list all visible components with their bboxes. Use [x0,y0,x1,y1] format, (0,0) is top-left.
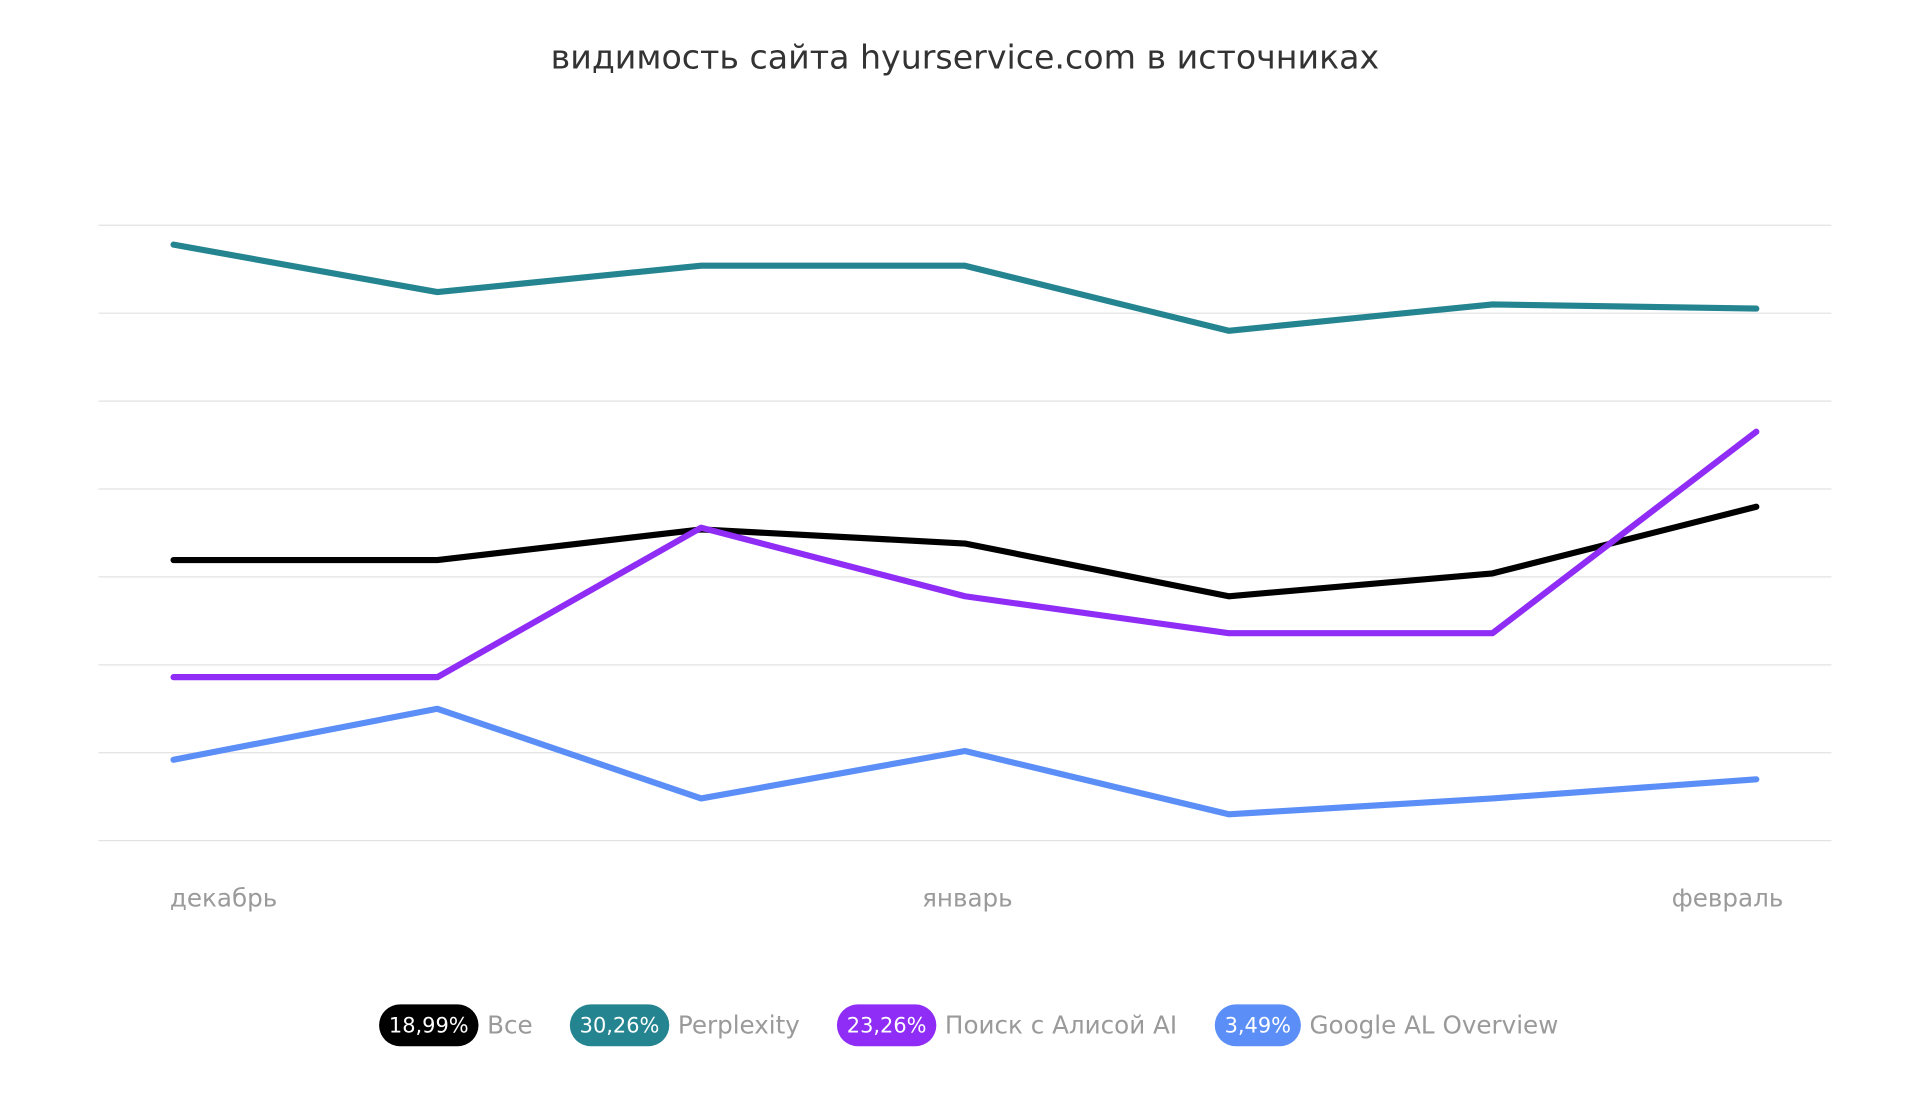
x-tick-label: февраль [1672,884,1784,913]
legend-badge [836,1004,937,1047]
series-line [170,428,1760,681]
chart-title: видимость сайта hyurservice.com в источн… [551,38,1379,77]
legend-value: 30,26% [580,1013,660,1037]
x-tick-label: декабрь [170,884,277,913]
legend-value: 18,99% [389,1013,469,1037]
series-line [170,705,1760,818]
x-tick-label: январь [922,884,1013,913]
legend-label: Все [487,1010,533,1039]
legend-badge [379,1004,479,1047]
legend-value: 23,26% [847,1013,927,1037]
legend-value: 3,49% [1225,1013,1291,1037]
legend-label: Google AL Overview [1309,1010,1558,1039]
legend-badge [1214,1004,1301,1047]
legend-badge [569,1004,670,1047]
legend-label: Perplexity [678,1010,800,1039]
legend-label: Поиск с Алисой AI [945,1010,1177,1039]
series-line [170,241,1760,334]
series-line [170,503,1760,600]
